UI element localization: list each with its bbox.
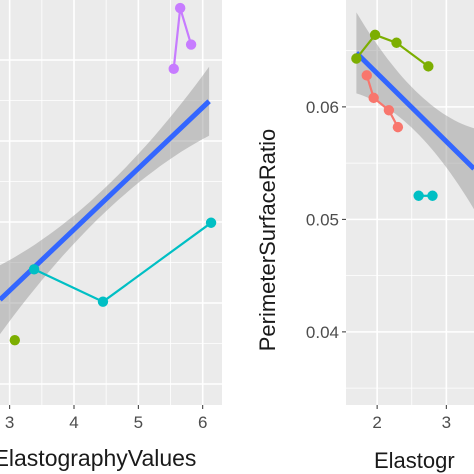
data-point — [383, 105, 395, 116]
data-point — [9, 335, 20, 346]
data-point — [168, 63, 179, 75]
y-tick-label: 0.05 — [306, 210, 339, 229]
data-point — [427, 190, 438, 201]
right-series-layer — [351, 29, 438, 201]
x-tick-label: 3 — [442, 413, 451, 432]
data-point — [391, 37, 402, 48]
y-tick-label: 0.06 — [306, 98, 339, 117]
series-line — [355, 33, 429, 68]
x-tick-label: 3 — [5, 413, 14, 432]
left-x-ticks: 3 4 5 6 — [5, 405, 207, 432]
data-point — [174, 2, 186, 14]
data-point — [369, 29, 381, 41]
data-point — [392, 121, 404, 133]
y-tick-label: 0.04 — [306, 323, 339, 342]
x-tick-label: 4 — [69, 413, 78, 432]
x-tick-label: 2 — [372, 413, 381, 432]
right-x-axis-title: Elastogr — [374, 448, 455, 473]
x-tick-label: 6 — [198, 413, 207, 432]
right-y-axis-title: PerimeterSurfaceRatio — [255, 129, 280, 352]
left-series-layer — [9, 2, 217, 346]
x-tick-label: 5 — [134, 413, 143, 432]
data-point — [423, 61, 434, 72]
data-point — [185, 39, 197, 50]
series-line — [365, 75, 399, 128]
data-point — [368, 92, 379, 104]
left-chart: 3 4 5 6 ElastographyValues — [0, 0, 222, 471]
right-trend-line — [354, 51, 474, 171]
data-point — [351, 53, 362, 64]
data-point — [97, 296, 109, 307]
right-y-ticks: 0.04 0.05 0.06 — [306, 98, 346, 342]
data-point — [205, 217, 217, 228]
left-x-axis-title: ElastographyValues — [0, 445, 196, 471]
data-point — [413, 190, 424, 201]
data-point — [361, 70, 372, 81]
data-point — [28, 264, 40, 275]
